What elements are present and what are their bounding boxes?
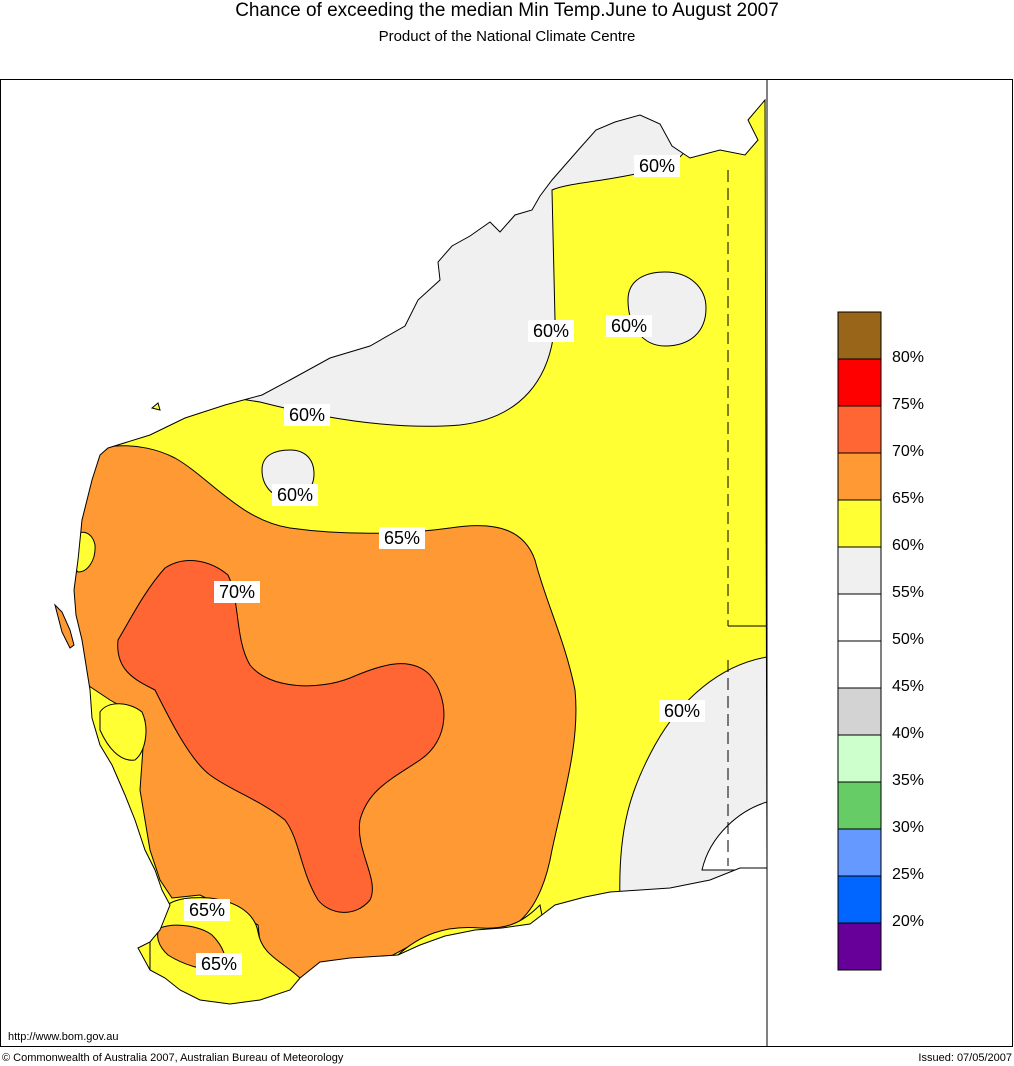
legend-label: 45%: [892, 678, 925, 695]
contour-label: 60%: [639, 156, 675, 176]
legend-label: 80%: [892, 349, 925, 366]
contour-labels: 60% 60% 60% 60% 60% 65% 70% 65% 65% 60%: [184, 155, 705, 975]
legend-label: 50%: [892, 631, 925, 648]
contour-label: 60%: [277, 485, 313, 505]
legend-label: 20%: [892, 913, 925, 930]
legend-label: 55%: [892, 584, 925, 601]
legend-color-bar: [837, 311, 882, 971]
contour-label: 60%: [289, 405, 325, 425]
legend-swatch: [837, 452, 882, 501]
legend-label: 60%: [892, 537, 925, 554]
legend-swatch: [837, 311, 882, 360]
legend-swatch: [837, 828, 882, 877]
legend-swatch: [837, 687, 882, 736]
contour-label: 60%: [664, 701, 700, 721]
contour-label: 65%: [384, 528, 420, 548]
island-north: [150, 402, 161, 411]
legend-label: 30%: [892, 819, 925, 836]
legend-swatch: [837, 358, 882, 407]
footer-issued: Issued: 07/05/2007: [918, 1052, 1012, 1064]
legend-swatch: [837, 922, 882, 971]
contour-label: 60%: [611, 316, 647, 336]
legend-label: 25%: [892, 866, 925, 883]
footer-copyright: © Commonwealth of Australia 2007, Austra…: [2, 1052, 344, 1064]
map-subtitle: Product of the National Climate Centre: [378, 28, 636, 45]
map-title: Chance of exceeding the median Min Temp.…: [235, 0, 779, 21]
map-frame: [0, 79, 1013, 1047]
legend-swatch: [837, 640, 882, 689]
legend-swatch: [837, 499, 882, 548]
legend-swatch: [837, 593, 882, 642]
contour-label: 65%: [201, 954, 237, 974]
contour-label: 60%: [533, 321, 569, 341]
contour-label: 65%: [189, 900, 225, 920]
legend-label: 65%: [892, 490, 925, 507]
legend-label: 40%: [892, 725, 925, 742]
footer-url[interactable]: http://www.bom.gov.au: [8, 1031, 119, 1043]
contour-label: 70%: [219, 582, 255, 602]
legend-label: 35%: [892, 772, 925, 789]
legend-swatch: [837, 405, 882, 454]
legend-label: 75%: [892, 396, 925, 413]
legend-swatch: [837, 875, 882, 924]
legend-swatch: [837, 546, 882, 595]
island-dirk-hartog: [54, 603, 75, 649]
legend-label: 70%: [892, 443, 925, 460]
legend-swatch: [837, 734, 882, 783]
legend-swatch: [837, 781, 882, 830]
zone-60-65-west-inlet: [99, 703, 147, 761]
zone-50-55-southeast: [701, 801, 767, 871]
